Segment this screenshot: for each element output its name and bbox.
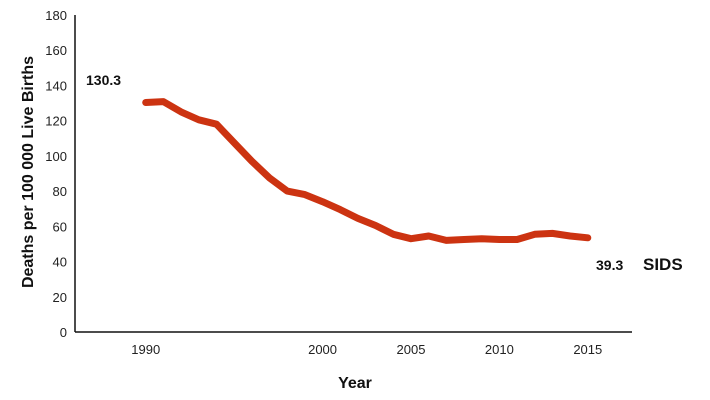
- x-tick-label: 2015: [573, 342, 602, 357]
- y-tick-label: 140: [45, 78, 67, 93]
- y-tick-label: 120: [45, 114, 67, 129]
- start-value-label: 130.3: [86, 72, 121, 88]
- y-tick-label: 180: [45, 8, 67, 23]
- y-axis-title: Deaths per 100 000 Live Births: [20, 56, 37, 288]
- series-name-label: SIDS: [643, 255, 683, 274]
- y-tick-label: 160: [45, 43, 67, 58]
- x-tick-label: 1990: [131, 342, 160, 357]
- x-tick-label: 2010: [485, 342, 514, 357]
- y-tick-labels: 0 20 40 60 80 100 120 140 160 180: [45, 8, 67, 340]
- y-tick-label: 100: [45, 149, 67, 164]
- y-tick-label: 40: [53, 255, 67, 270]
- x-axis-title: Year: [338, 375, 372, 392]
- y-tick-label: 80: [53, 184, 67, 199]
- x-tick-labels: 1990 2000 2005 2010 2015: [131, 342, 602, 357]
- y-tick-label: 60: [53, 219, 67, 234]
- x-tick-label: 2000: [308, 342, 337, 357]
- y-tick-label: 0: [60, 325, 67, 340]
- sids-series-line: [142, 98, 592, 244]
- y-tick-label: 20: [53, 290, 67, 305]
- end-value-label: 39.3: [596, 257, 623, 273]
- x-tick-label: 2005: [397, 342, 426, 357]
